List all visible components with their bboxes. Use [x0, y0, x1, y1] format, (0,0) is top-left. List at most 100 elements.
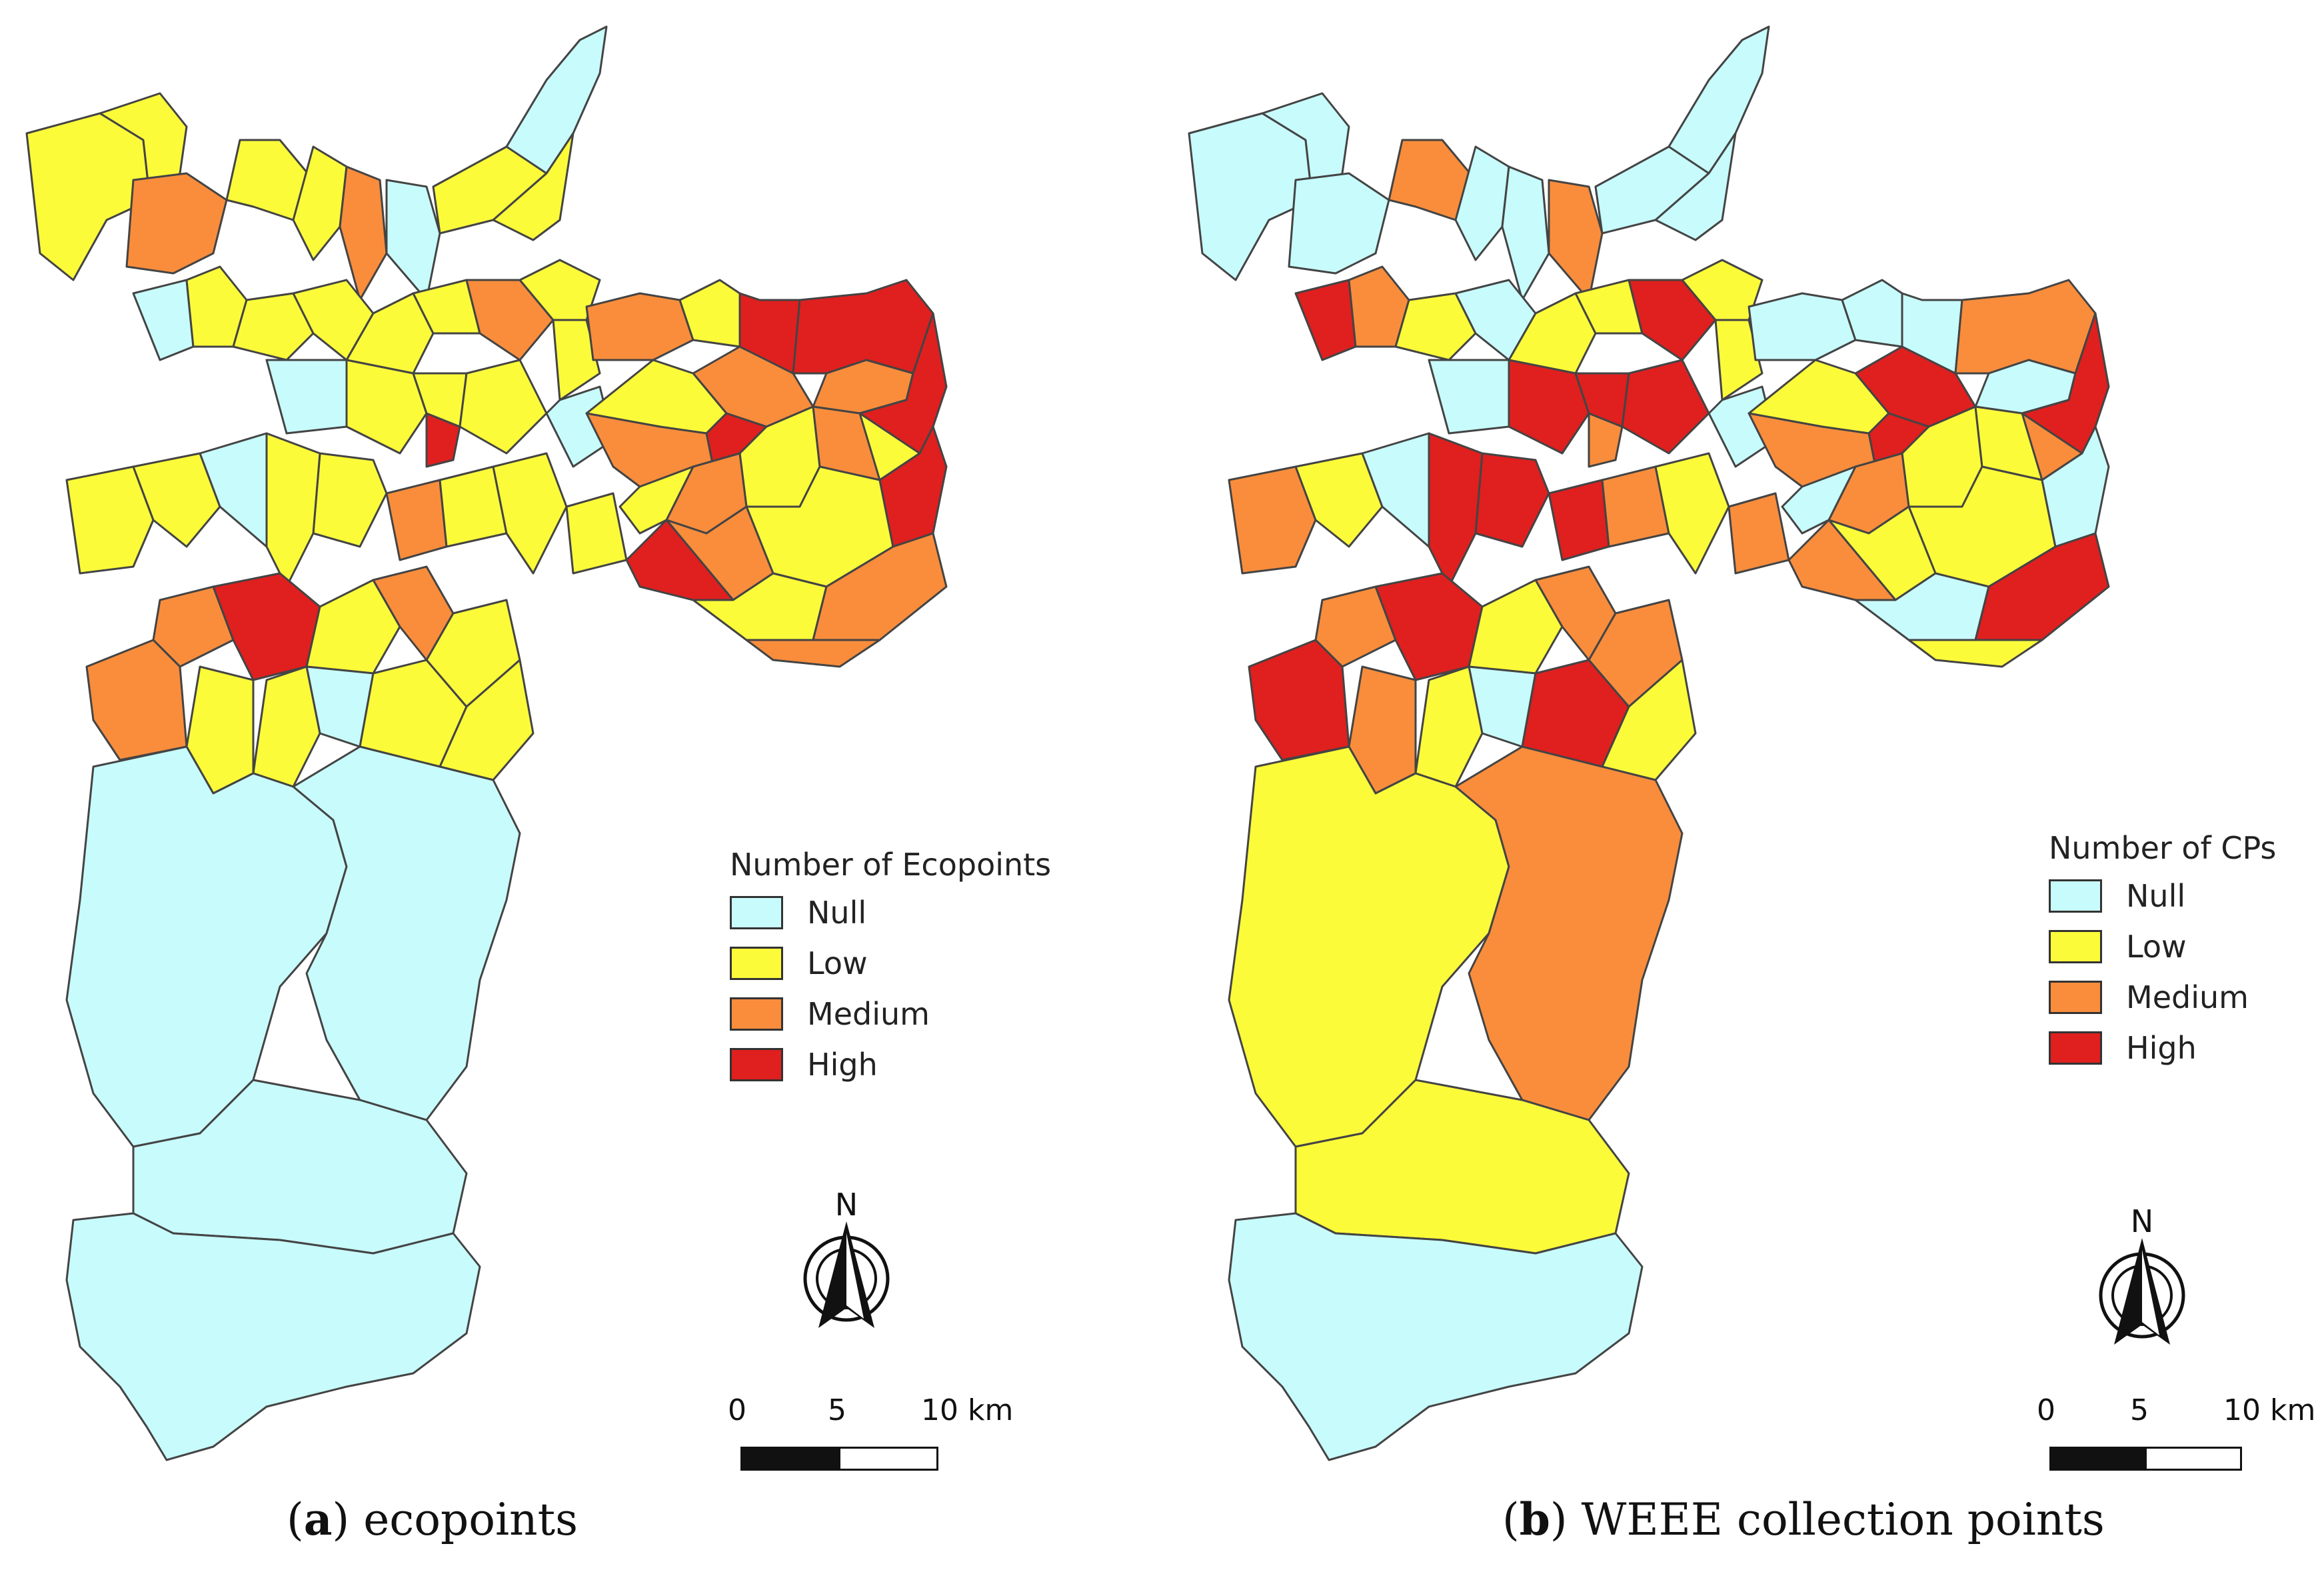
figure-caption-b: (b) WEEE collection points	[1502, 1493, 2105, 1545]
district-east-14	[618, 465, 694, 535]
district-center-4	[1508, 292, 1597, 375]
scale-tick-0: 0	[728, 1393, 746, 1427]
legend-swatch-high	[730, 1048, 783, 1081]
legend-title: Number of Ecopoints	[730, 847, 1052, 883]
district-center-18	[565, 492, 628, 575]
legend-item-low: Low	[730, 943, 1051, 984]
district-center-4	[345, 292, 435, 375]
district-west-0	[65, 465, 155, 575]
district-center-11	[345, 359, 428, 455]
district-west-5	[1374, 572, 1484, 681]
legend-swatch-low	[2049, 930, 2102, 963]
legend-swatch-medium	[730, 997, 783, 1031]
district-center-18	[1728, 492, 1790, 575]
legend-swatch-high	[2049, 1031, 2102, 1065]
district-west-6	[1468, 579, 1564, 675]
compass-icon	[2099, 1238, 2185, 1345]
legend-label: Medium	[807, 996, 930, 1032]
legend-label: High	[2126, 1030, 2197, 1066]
district-east-0	[585, 292, 694, 361]
district-east-3	[1954, 279, 2097, 375]
district-north-5	[1501, 165, 1550, 301]
north-arrow: N	[2095, 1203, 2189, 1357]
district-center-2	[232, 292, 315, 361]
legend-label: Null	[807, 895, 867, 931]
choropleth-map-ecopoints	[25, 25, 948, 1461]
district-center-0	[1294, 279, 1357, 361]
caption-letter: a	[303, 1493, 333, 1545]
legend-swatch-null	[730, 896, 783, 929]
legend-item-medium: Medium	[2049, 977, 2276, 1018]
legend-item-high: High	[2049, 1027, 2276, 1069]
district-north-9	[492, 132, 575, 241]
map-panel-ecopoints: Number of Ecopoints Null Low Medium High…	[25, 25, 1051, 1545]
district-north-8	[505, 25, 608, 175]
legend-title: Number of CPs	[2049, 830, 2277, 866]
legend-swatch-low	[730, 947, 783, 980]
figure-caption-a: (a) ecopoints	[287, 1493, 578, 1545]
district-west-3	[265, 432, 321, 588]
legend-label: Medium	[2126, 979, 2249, 1015]
district-center-17	[1654, 452, 1730, 575]
district-south-0	[65, 745, 348, 1148]
scale-bar: 0 5 10 km	[728, 1393, 1013, 1480]
legend-item-medium: Medium	[730, 993, 1051, 1035]
scale-tick-0: 0	[2037, 1393, 2055, 1427]
legend-ecopoints: Number of Ecopoints Null Low Medium High	[730, 847, 1051, 1085]
district-south-3	[65, 1212, 481, 1461]
district-west-14	[1601, 659, 1697, 781]
district-north-2	[125, 172, 228, 275]
scale-tick-10: 10 km	[921, 1393, 1014, 1427]
district-north-4	[1454, 145, 1510, 261]
district-west-6	[305, 579, 401, 675]
scale-bar-white	[838, 1447, 938, 1471]
scale-bar-white	[2145, 1447, 2242, 1471]
district-center-15	[385, 479, 448, 561]
map-panel-weee: Number of CPs Null Low Medium High N 0	[1162, 0, 2324, 1570]
caption-text: ) WEEE collection points	[1550, 1494, 2105, 1545]
scale-bar-black	[740, 1447, 840, 1471]
district-north-6	[1548, 179, 1604, 301]
district-east-3	[792, 279, 934, 375]
compass-icon	[803, 1221, 890, 1328]
legend-label: Low	[2126, 929, 2187, 965]
district-west-14	[439, 659, 535, 781]
scale-bar: 0 5 10 km	[2037, 1393, 2315, 1480]
caption-letter: b	[1519, 1493, 1550, 1545]
district-center-15	[1548, 479, 1610, 561]
district-center-19	[1474, 452, 1550, 548]
district-center-13	[459, 359, 548, 455]
north-arrow-label: N	[2130, 1203, 2154, 1239]
district-west-4	[152, 585, 235, 668]
legend-label: High	[807, 1047, 878, 1083]
north-arrow: N	[800, 1187, 893, 1340]
district-west-1	[132, 452, 221, 548]
legend-label: Null	[2126, 878, 2186, 914]
scale-bar-black	[2049, 1447, 2147, 1471]
district-center-10	[265, 359, 348, 435]
caption-text: ) ecopoints	[332, 1494, 578, 1545]
district-west-13	[1248, 639, 1350, 761]
scale-tick-5: 5	[828, 1393, 846, 1427]
district-east-21	[1907, 639, 2043, 668]
district-west-0	[1228, 465, 1317, 575]
legend-label: Low	[807, 945, 868, 981]
scale-tick-5: 5	[2130, 1393, 2149, 1427]
district-west-5	[212, 572, 321, 681]
district-north-6	[385, 179, 441, 301]
district-center-19	[312, 452, 388, 548]
district-west-3	[1428, 432, 1484, 588]
district-center-10	[1428, 359, 1510, 435]
district-north-5	[339, 165, 388, 301]
district-south-0	[1228, 745, 1510, 1148]
district-center-2	[1394, 292, 1477, 361]
legend-item-null: Null	[2049, 875, 2276, 917]
district-center-8	[1714, 319, 1763, 401]
district-south-1	[292, 745, 521, 1121]
scale-tick-10: 10 km	[2223, 1393, 2316, 1427]
district-west-11	[252, 665, 321, 788]
district-center-8	[552, 319, 601, 401]
district-east-14	[1781, 465, 1857, 535]
legend-swatch-medium	[2049, 981, 2102, 1014]
district-north-2	[1288, 172, 1390, 275]
